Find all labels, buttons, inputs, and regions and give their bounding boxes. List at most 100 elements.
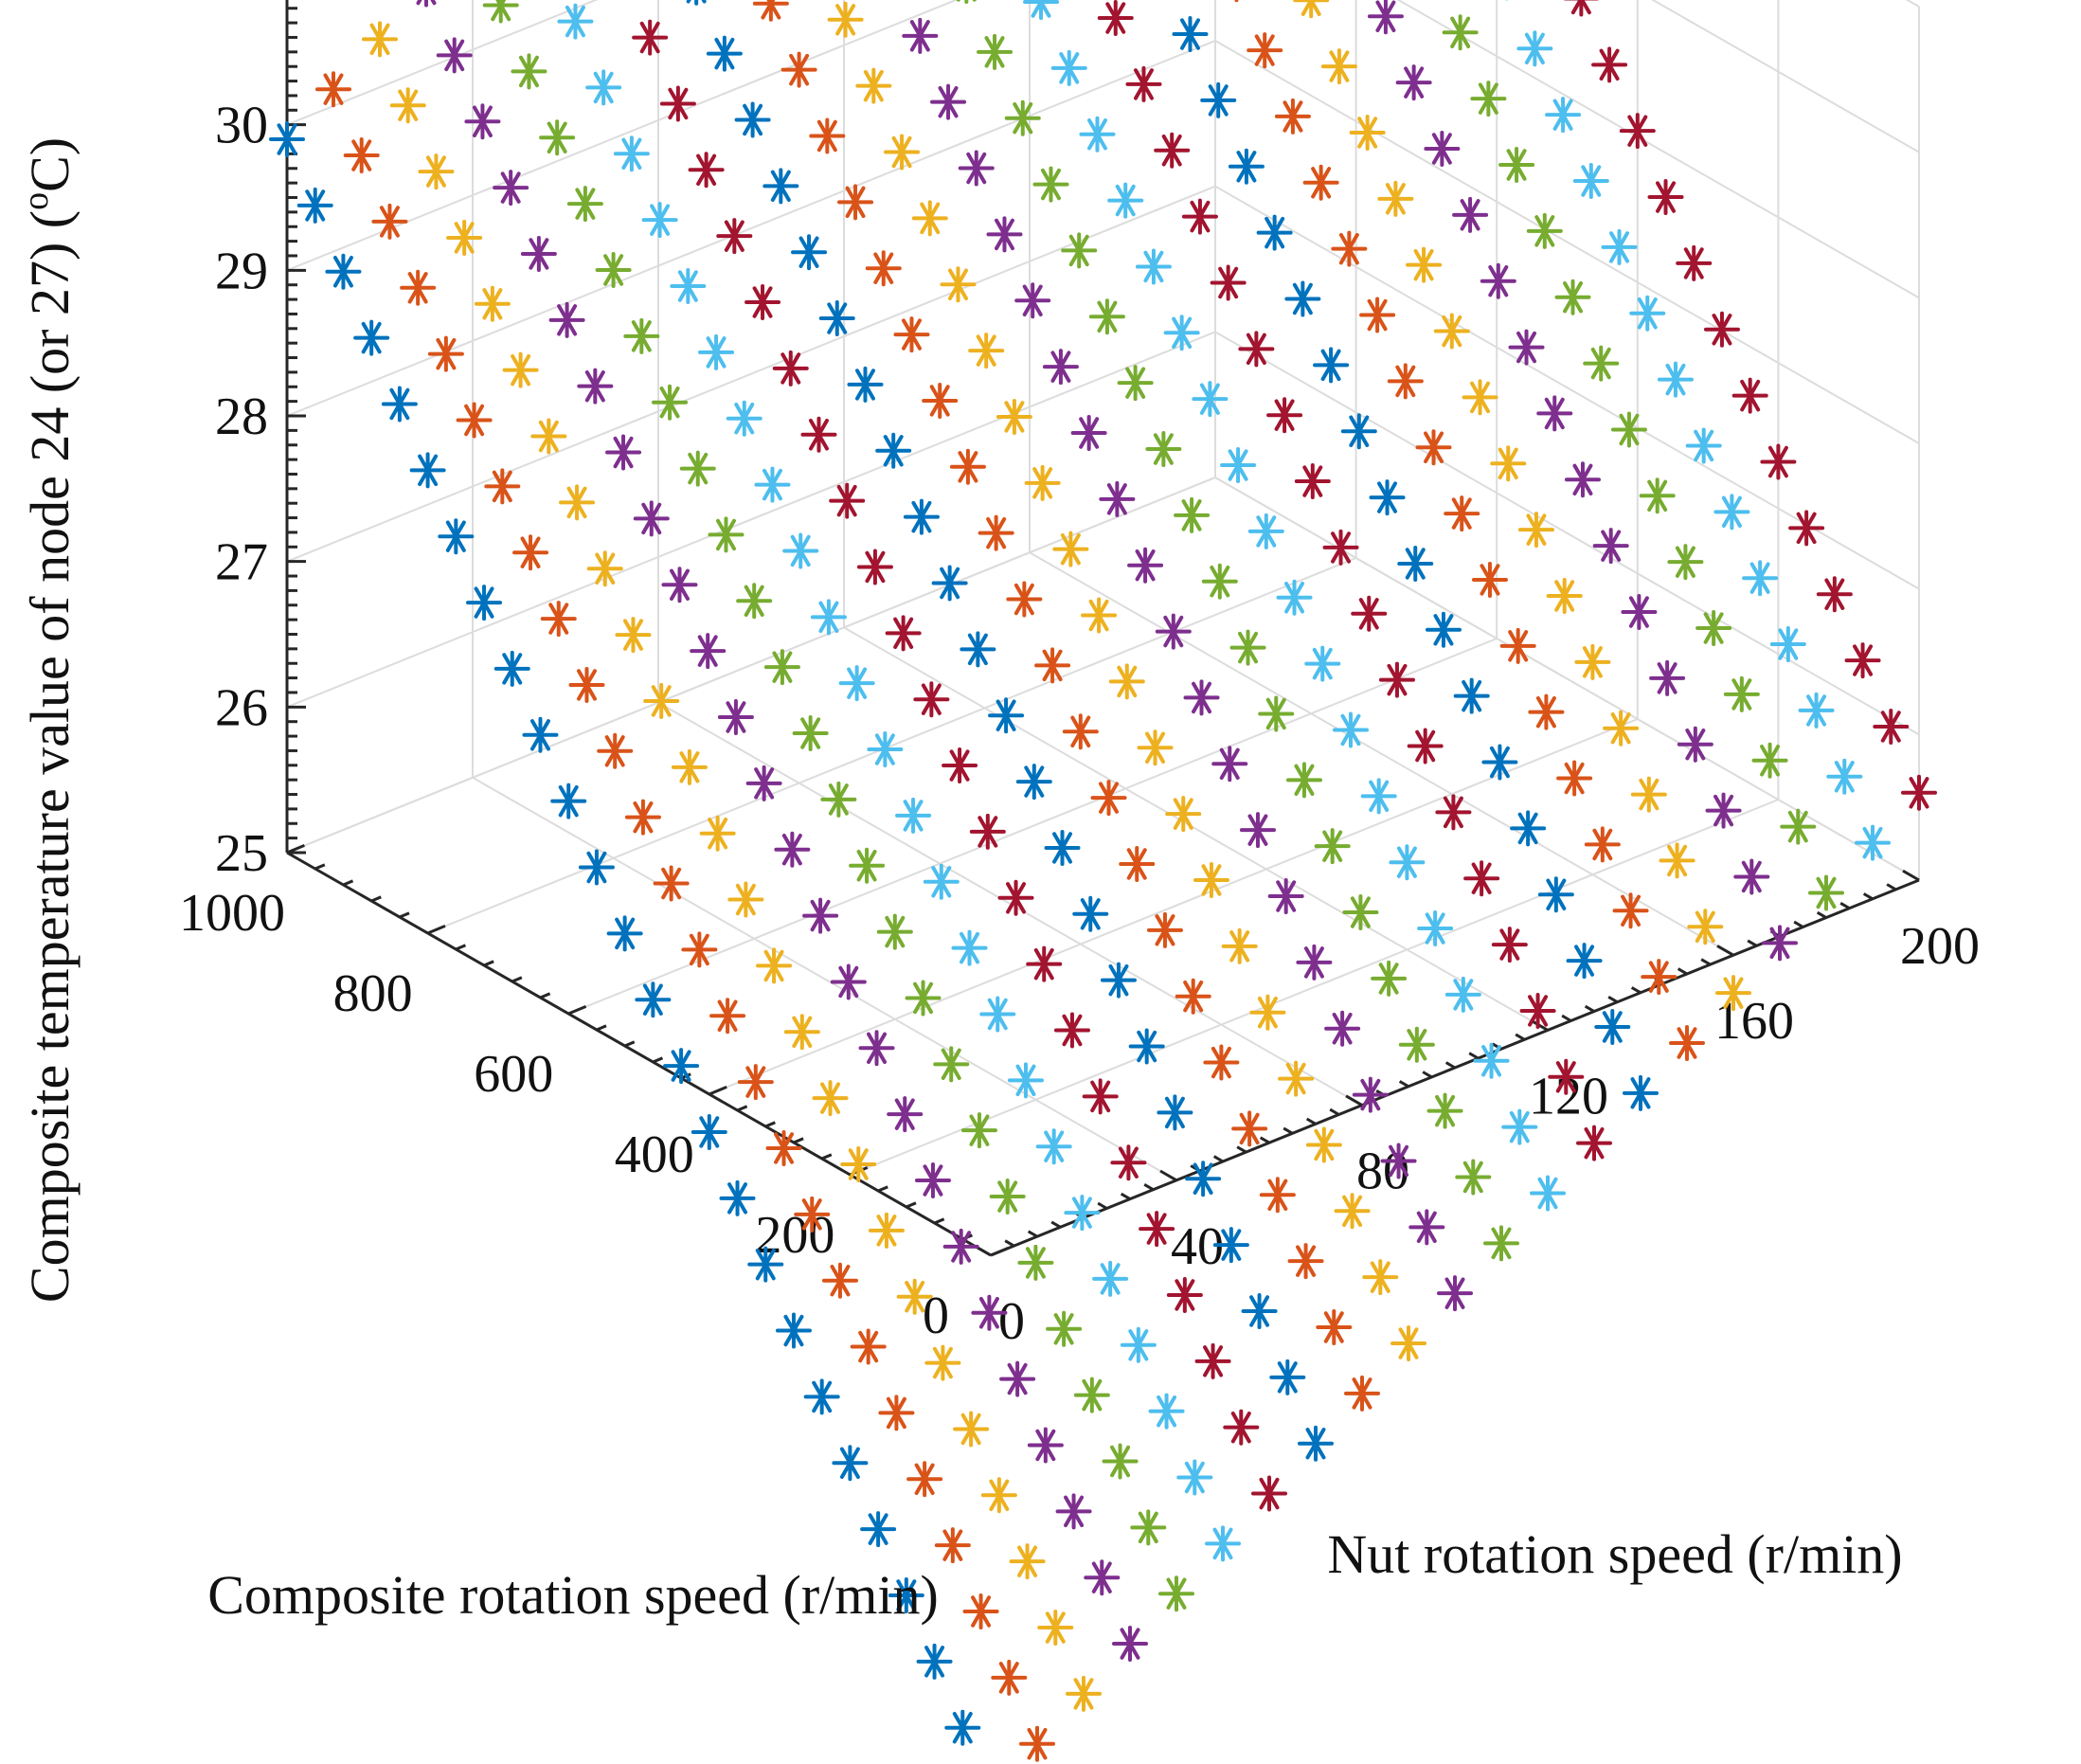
data-point: [1287, 1243, 1324, 1280]
data-point: [1762, 925, 1798, 962]
data-point: [1471, 561, 1508, 598]
data-point: [1112, 1626, 1148, 1663]
x-minor-tick: [1839, 902, 1851, 909]
data-point: [980, 1477, 1017, 1514]
data-point: [456, 402, 493, 439]
y-axis-label: Composite rotation speed (r/min): [207, 1564, 939, 1626]
y-axis-line: [286, 851, 992, 1257]
x-minor-tick: [1422, 1071, 1433, 1079]
data-point: [1099, 480, 1136, 517]
data-point: [1669, 1024, 1705, 1061]
data-point: [856, 549, 893, 585]
y-major-tick: [990, 1247, 1009, 1257]
data-point: [1201, 563, 1238, 600]
z-axis-label-sup: o: [16, 192, 56, 210]
data-point: [1231, 1110, 1268, 1147]
data-point: [1425, 611, 1462, 648]
right-wall-grid-z: [1214, 331, 1920, 736]
data-point: [940, 266, 977, 303]
x-minor-tick: [1862, 892, 1874, 901]
data-point: [989, 1179, 1026, 1215]
data-point: [1212, 1227, 1249, 1264]
data-point: [1769, 626, 1806, 663]
data-point: [1517, 512, 1554, 549]
data-point: [1371, 960, 1408, 997]
data-point: [709, 998, 746, 1035]
data-point: [765, 1129, 802, 1166]
data-point: [1258, 695, 1295, 732]
right-wall-grid-z: [1396, 0, 1920, 299]
x-minor-tick: [1677, 967, 1688, 976]
data-point: [1322, 529, 1359, 566]
data-point: [953, 1411, 990, 1448]
back-wall-grid-z: [286, 40, 1216, 417]
x-minor-tick: [1027, 1230, 1038, 1238]
data-point: [661, 567, 698, 603]
data-point: [585, 69, 622, 106]
data-point: [780, 51, 817, 88]
data-point: [1452, 196, 1489, 233]
data-point: [1183, 679, 1220, 716]
data-point: [821, 1262, 858, 1299]
data-point: [944, 1709, 981, 1746]
data-point: [1284, 280, 1321, 317]
data-point: [1574, 643, 1611, 680]
x-minor-tick: [1515, 1033, 1526, 1041]
y-tick-label: 600: [474, 1045, 553, 1104]
data-point: [1117, 365, 1154, 402]
data-point: [792, 715, 829, 752]
data-point: [1120, 1326, 1157, 1363]
data-point: [719, 1179, 756, 1216]
floor-grid-y: [567, 638, 1498, 1015]
data-point: [1130, 1509, 1167, 1546]
data-point: [1407, 728, 1444, 765]
data-point: [1677, 726, 1713, 763]
data-point: [1163, 315, 1200, 351]
data-point: [1062, 713, 1099, 750]
data-point: [783, 1014, 820, 1051]
data-point: [1302, 164, 1339, 201]
data-point: [772, 350, 809, 387]
data-point: [605, 434, 642, 471]
data-point: [1630, 776, 1667, 813]
y-minor-tick: [764, 1121, 776, 1128]
data-point: [1424, 130, 1461, 167]
data-point: [911, 200, 948, 237]
data-point: [522, 716, 559, 753]
z-tick-label: 26: [215, 678, 268, 737]
data-point: [1583, 345, 1620, 382]
data-point: [1276, 579, 1313, 616]
data-point: [1238, 331, 1275, 368]
data-point: [1351, 595, 1388, 632]
data-point: [670, 268, 707, 305]
x-minor-tick: [1283, 1126, 1294, 1135]
data-point: [1127, 547, 1164, 584]
data-point: [416, 0, 437, 8]
x-minor-tick: [1004, 1239, 1015, 1248]
data-point: [1470, 81, 1507, 117]
data-point: [1733, 858, 1770, 895]
floor-grid-x: [472, 776, 1177, 1181]
data-point: [1433, 313, 1470, 350]
data-point: [850, 1328, 887, 1365]
data-point: [1079, 116, 1116, 153]
data-point: [812, 1080, 849, 1117]
data-point: [653, 865, 690, 902]
data-point: [464, 103, 501, 140]
data-point: [659, 85, 696, 122]
data-point: [1826, 758, 1863, 795]
data-point: [1267, 878, 1304, 915]
data-point: [1417, 910, 1454, 947]
data-point: [1294, 463, 1331, 500]
data-point: [530, 418, 567, 455]
data-point: [1659, 842, 1695, 879]
data-point: [858, 1030, 895, 1067]
data-point: [1576, 1125, 1612, 1161]
data-point: [559, 484, 596, 521]
data-point: [1610, 411, 1647, 448]
data-point: [708, 516, 744, 553]
data-point: [1073, 1377, 1110, 1413]
data-point: [829, 482, 866, 519]
x-minor-tick: [1468, 1052, 1480, 1060]
data-point: [1174, 496, 1211, 533]
